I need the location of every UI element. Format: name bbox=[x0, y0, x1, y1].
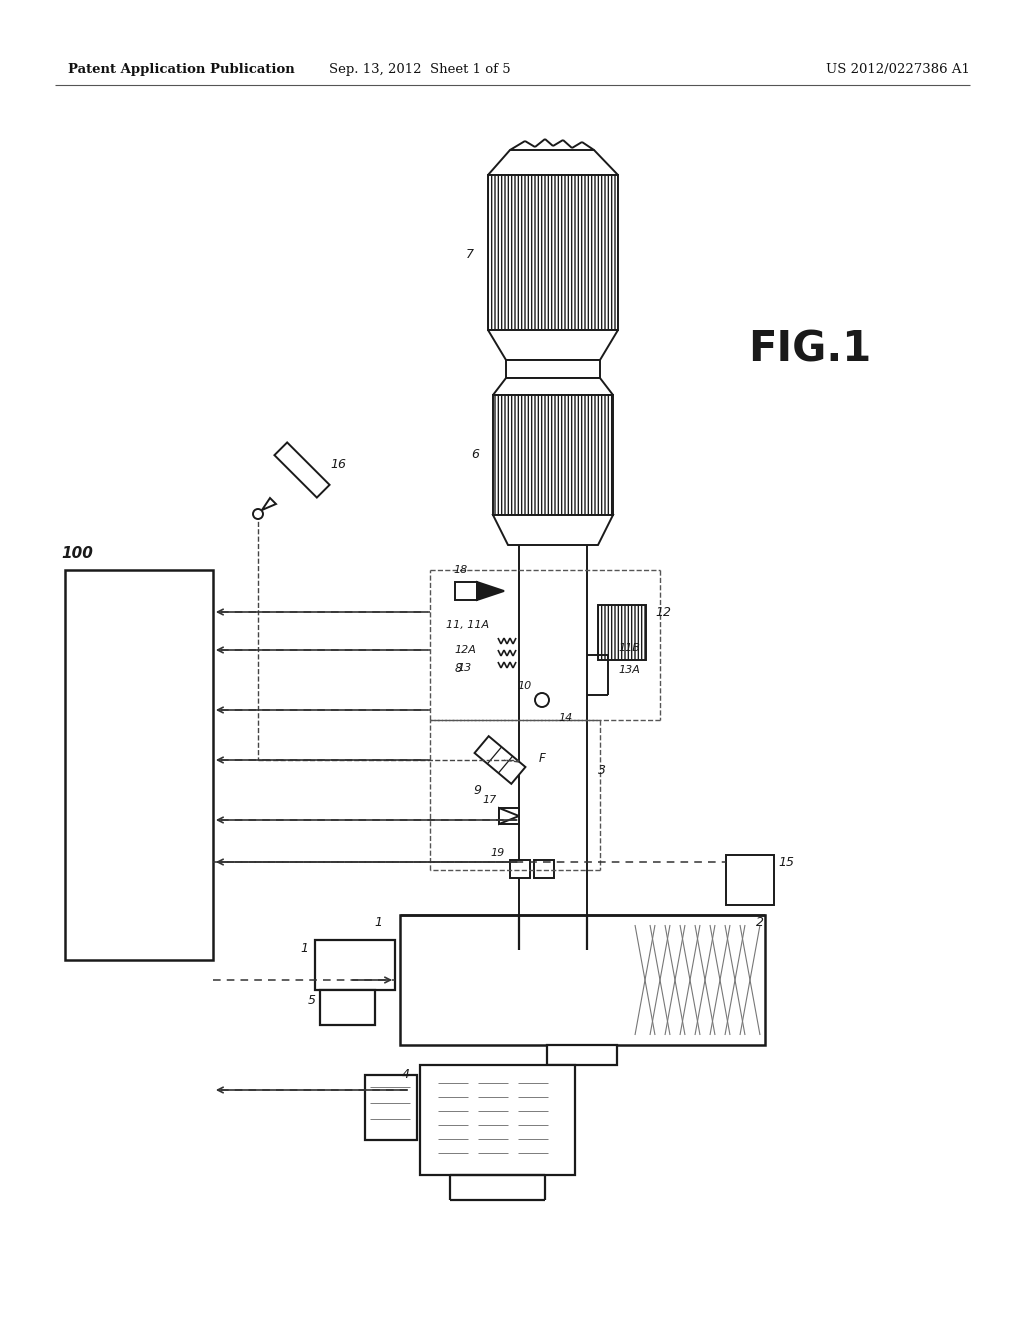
Text: 18: 18 bbox=[454, 565, 468, 576]
Text: 1: 1 bbox=[300, 941, 308, 954]
Text: 10: 10 bbox=[518, 681, 532, 690]
Text: Patent Application Publication: Patent Application Publication bbox=[68, 63, 295, 77]
Text: 14: 14 bbox=[558, 713, 572, 723]
Bar bbox=[315, 940, 395, 990]
Bar bbox=[598, 605, 646, 660]
Text: 16: 16 bbox=[330, 458, 346, 471]
Bar bbox=[365, 1074, 417, 1140]
Text: 3: 3 bbox=[598, 763, 606, 776]
Bar bbox=[726, 855, 774, 906]
Bar bbox=[400, 915, 765, 1045]
Text: 13A: 13A bbox=[618, 665, 640, 675]
Text: 11, 11A: 11, 11A bbox=[445, 620, 489, 630]
Polygon shape bbox=[274, 442, 330, 498]
Text: 100: 100 bbox=[61, 546, 93, 561]
Text: 5: 5 bbox=[308, 994, 316, 1006]
Polygon shape bbox=[493, 378, 613, 395]
Text: 2: 2 bbox=[756, 916, 764, 928]
Text: 1: 1 bbox=[374, 916, 382, 928]
Text: Sep. 13, 2012  Sheet 1 of 5: Sep. 13, 2012 Sheet 1 of 5 bbox=[329, 63, 511, 77]
Bar bbox=[510, 861, 530, 878]
Polygon shape bbox=[488, 150, 618, 176]
Polygon shape bbox=[477, 582, 504, 601]
Bar bbox=[319, 990, 375, 1026]
Text: 7: 7 bbox=[466, 248, 474, 261]
Polygon shape bbox=[488, 330, 618, 360]
Bar bbox=[506, 360, 600, 378]
Text: 12A: 12A bbox=[454, 645, 476, 655]
Polygon shape bbox=[474, 737, 525, 784]
Text: 13: 13 bbox=[458, 663, 472, 673]
Text: 11B: 11B bbox=[618, 643, 640, 653]
Circle shape bbox=[253, 510, 263, 519]
Polygon shape bbox=[499, 808, 519, 824]
Text: 9: 9 bbox=[473, 784, 481, 796]
Bar bbox=[499, 808, 519, 824]
Text: 12: 12 bbox=[655, 606, 671, 619]
Bar bbox=[534, 861, 554, 878]
Bar bbox=[488, 176, 618, 330]
Bar bbox=[420, 1065, 575, 1175]
Bar bbox=[493, 395, 613, 515]
Bar bbox=[547, 1045, 617, 1065]
Text: 17: 17 bbox=[482, 795, 497, 805]
Text: 6: 6 bbox=[471, 449, 479, 462]
Text: 19: 19 bbox=[490, 847, 505, 858]
Text: 4: 4 bbox=[402, 1068, 410, 1081]
Polygon shape bbox=[493, 515, 613, 545]
Bar bbox=[455, 582, 477, 601]
Text: 8: 8 bbox=[455, 661, 462, 675]
Polygon shape bbox=[262, 498, 276, 510]
Text: US 2012/0227386 A1: US 2012/0227386 A1 bbox=[826, 63, 970, 77]
Text: FIG.1: FIG.1 bbox=[749, 329, 871, 371]
Text: 15: 15 bbox=[778, 855, 794, 869]
Bar bbox=[65, 570, 213, 960]
Circle shape bbox=[535, 693, 549, 708]
Text: F: F bbox=[539, 751, 546, 764]
